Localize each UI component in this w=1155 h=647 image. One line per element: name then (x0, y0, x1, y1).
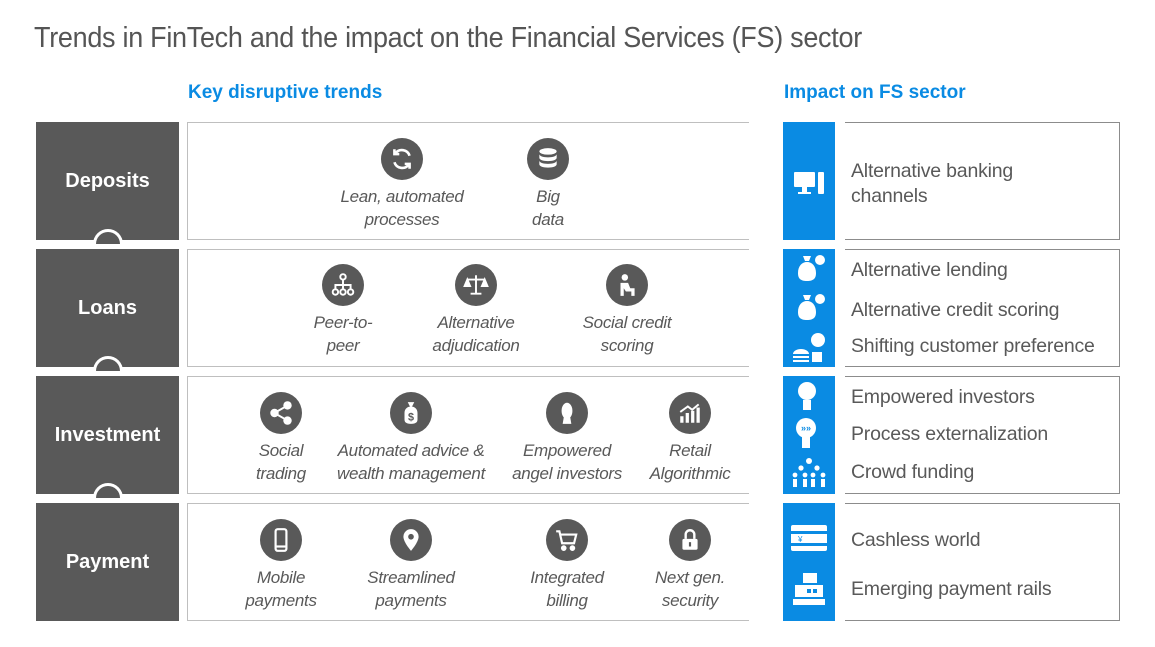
trend-item: Social credit scoring (542, 264, 712, 357)
trend-label: Social trading (256, 441, 306, 483)
location-pin-icon (390, 519, 432, 561)
trend-item: Retail Algorithmic (605, 392, 775, 485)
person-icon (546, 392, 588, 434)
trend-label: Lean, automated processes (340, 187, 464, 229)
trend-label: Empowered angel investors (512, 441, 622, 483)
trend-item: Social trading (196, 392, 366, 485)
network-icon (322, 264, 364, 306)
trends-header: Key disruptive trends (188, 82, 383, 103)
mobile-icon (260, 519, 302, 561)
puzzle-connector (93, 483, 123, 498)
impact-box-deposits: Alternative banking channels (845, 122, 1120, 240)
impact-item: Alternative lending (851, 259, 1008, 281)
crowd-icon (791, 456, 827, 490)
impact-item: Crowd funding (851, 461, 975, 483)
impact-header: Impact on FS sector (784, 82, 966, 103)
trend-item: Integrated billing (482, 519, 652, 612)
refresh-icon (381, 138, 423, 180)
padlock-icon (669, 519, 711, 561)
trend-item: Streamlined payments (326, 519, 496, 612)
impact-icons-loans (783, 249, 835, 367)
trend-item: Empowered angel investors (482, 392, 652, 485)
impact-box-payment: Cashless world Emerging payment rails (845, 503, 1120, 621)
trend-label: Retail Algorithmic (649, 441, 731, 483)
trends-box-investment: Social trading $ Automated advice & weal… (187, 376, 749, 494)
trend-label: Social credit scoring (582, 313, 672, 355)
svg-text:$: $ (408, 412, 414, 424)
impact-item: Shifting customer preference (851, 335, 1095, 357)
lightbulb-head-icon (793, 380, 825, 412)
trends-box-loans: Peer-to- peer Alternative adjudication S… (187, 249, 749, 367)
impact-item: Alternative banking channels (851, 160, 1014, 207)
dollar-bag-icon: $ (390, 392, 432, 434)
trends-box-deposits: Lean, automated processes Big data (187, 122, 749, 240)
trend-item: Peer-to- peer (258, 264, 428, 357)
growth-chart-icon (669, 392, 711, 434)
row-label-loans: Loans (36, 249, 179, 367)
impact-icons-payment: ¥ (783, 503, 835, 621)
share-icon (260, 392, 302, 434)
impact-icons-deposits (783, 122, 835, 240)
trend-label: Alternative adjudication (432, 313, 520, 355)
trend-item: Big data (463, 138, 633, 231)
row-label-deposits: Deposits (36, 122, 179, 240)
impact-box-investment: Empowered investors Process externalizat… (845, 376, 1120, 494)
trend-item: Next gen. security (605, 519, 775, 612)
money-bag-icon (793, 252, 827, 286)
row-label-payment: Payment (36, 503, 179, 621)
row-label-investment: Investment (36, 376, 179, 494)
impact-box-loans: Alternative lending Alternative credit s… (845, 249, 1120, 367)
shopping-cart-icon (546, 519, 588, 561)
person-desk-icon (606, 264, 648, 306)
trend-item: Lean, automated processes (317, 138, 487, 231)
burger-icon (791, 330, 829, 364)
speech-head-icon: »» (791, 416, 825, 450)
trend-item: Alternative adjudication (391, 264, 561, 357)
trend-label: Big data (532, 187, 564, 229)
trend-label: Integrated billing (530, 568, 604, 610)
money-bag-euro-icon (793, 291, 827, 325)
banknote-icon: ¥ (790, 523, 828, 553)
svg-text:»»: »» (801, 423, 811, 433)
scales-icon (455, 264, 497, 306)
trend-item: $ Automated advice & wealth management (326, 392, 496, 485)
impact-icons-investment: »» (783, 376, 835, 494)
trend-label: Automated advice & wealth management (337, 441, 485, 483)
trend-item: Mobile payments (196, 519, 366, 612)
impact-item: Empowered investors (851, 386, 1035, 408)
impact-item: Process externalization (851, 423, 1048, 445)
puzzle-connector (93, 356, 123, 371)
trend-label: Mobile payments (245, 568, 317, 610)
cash-register-icon (791, 571, 827, 607)
trends-box-payment: Mobile payments Streamlined payments Int… (187, 503, 749, 621)
trend-label: Peer-to- peer (313, 313, 373, 355)
trend-label: Next gen. security (654, 568, 726, 610)
puzzle-connector (93, 229, 123, 244)
svg-text:¥: ¥ (797, 535, 803, 544)
page-title: Trends in FinTech and the impact on the … (34, 22, 862, 54)
impact-item: Alternative credit scoring (851, 299, 1060, 321)
database-icon (527, 138, 569, 180)
trend-label: Streamlined payments (367, 568, 455, 610)
computer-icon (793, 169, 825, 199)
impact-item: Emerging payment rails (851, 578, 1052, 600)
impact-item: Cashless world (851, 529, 981, 551)
